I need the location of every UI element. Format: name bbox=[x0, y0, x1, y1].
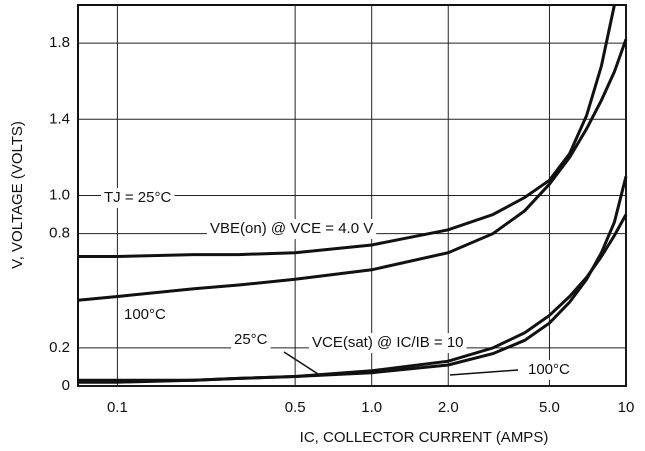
annotation-bg bbox=[121, 305, 170, 325]
x-axis-label: IC, COLLECTOR CURRENT (AMPS) bbox=[300, 429, 549, 446]
x-tick-label: 0.5 bbox=[285, 399, 306, 416]
annotation: TJ = 25°C bbox=[104, 189, 171, 206]
y-tick-label: 1.4 bbox=[49, 110, 70, 127]
annotation-bg bbox=[309, 333, 467, 353]
y-tick-label: 1.0 bbox=[49, 186, 70, 203]
y-tick-label: 1.8 bbox=[49, 34, 70, 51]
y-tick-label: 0.2 bbox=[49, 339, 70, 356]
annotation-bg bbox=[207, 219, 377, 239]
series-line bbox=[78, 4, 616, 258]
x-tick-label: 0.1 bbox=[107, 399, 128, 416]
x-tick-label: 2.0 bbox=[438, 399, 459, 416]
series-line bbox=[78, 213, 628, 384]
annotation: 100°C bbox=[528, 361, 570, 378]
annotation-bg bbox=[525, 360, 574, 380]
annotation-arrow bbox=[449, 369, 519, 376]
annotation-bg bbox=[101, 188, 175, 208]
annotation: VBE(on) @ VCE = 4.0 V bbox=[210, 220, 373, 237]
annotation: VCE(sat) @ IC/IB = 10 bbox=[312, 334, 464, 351]
annotation: 100°C bbox=[124, 306, 166, 323]
y-axis-label: V, VOLTAGE (VOLTS) bbox=[9, 121, 26, 269]
series-line bbox=[77, 38, 628, 302]
annotation-arrow bbox=[283, 351, 319, 375]
y-tick-label: 0.8 bbox=[49, 225, 70, 242]
x-tick-label: 10 bbox=[618, 399, 635, 416]
annotation-bg bbox=[231, 330, 271, 350]
y-tick-label: 0 bbox=[62, 377, 70, 394]
annotation: 25°C bbox=[234, 331, 268, 348]
x-tick-label: 1.0 bbox=[361, 399, 382, 416]
x-tick-label: 5.0 bbox=[539, 399, 560, 416]
